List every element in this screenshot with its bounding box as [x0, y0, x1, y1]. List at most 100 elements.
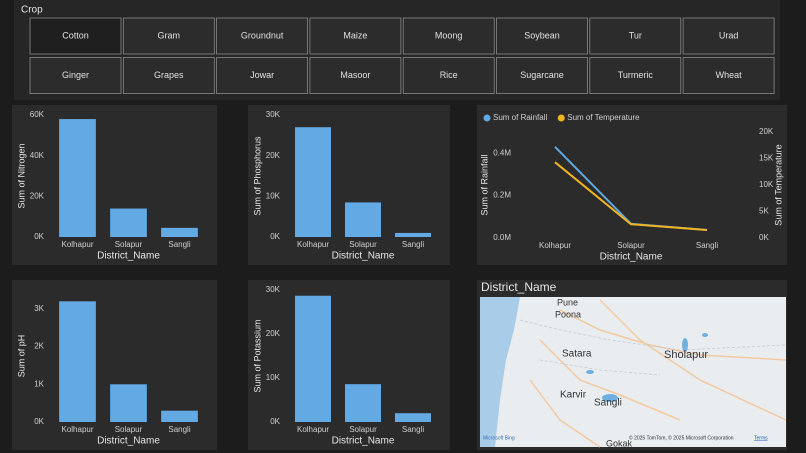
bar: [59, 301, 96, 422]
y-tick-label: 10K: [266, 373, 281, 382]
slicer-button-label[interactable]: Moong: [435, 30, 463, 40]
y-tick-label: 10K: [266, 191, 281, 200]
lake: [702, 333, 708, 337]
y-tick-label: 2K: [34, 342, 44, 351]
y-tick-label: 20K: [30, 191, 45, 200]
borders: [519, 319, 787, 376]
slicer-button-label[interactable]: Cotton: [62, 30, 89, 40]
slicer-button-label[interactable]: Tur: [629, 30, 642, 40]
slicer-button-label[interactable]: Masoor: [340, 70, 370, 80]
map-area: [480, 297, 786, 447]
slicer-button[interactable]: [122, 17, 215, 55]
slicer-button[interactable]: [29, 17, 122, 55]
x-axis-title: District_Name: [600, 252, 663, 263]
slicer-button[interactable]: [402, 57, 495, 94]
y-tick-label: 0.4M: [493, 148, 511, 157]
slicer-button-label[interactable]: Grapes: [154, 70, 184, 80]
y-tick-label: 30K: [266, 110, 281, 119]
x-axis-title: District_Name: [97, 251, 160, 262]
slicer-button[interactable]: [216, 57, 309, 94]
slicer-button-label[interactable]: Urad: [719, 30, 739, 40]
map-panel: District_Name Pune Poona Satara Sholapur…: [477, 280, 787, 450]
slicer-button[interactable]: [309, 17, 402, 55]
slicer-button[interactable]: [122, 57, 215, 94]
y2-tick-label: 15K: [759, 154, 774, 163]
legend-label: Sum of Temperature: [567, 113, 640, 122]
y-tick-label: 30K: [266, 285, 281, 294]
bar: [295, 295, 331, 422]
legend-label: Sum of Rainfall: [493, 113, 547, 122]
chart-panel: [477, 105, 787, 265]
slicer-buttons: Cotton Gram Groundnut Maize Moong Soybean Tur U…: [29, 17, 775, 94]
bar: [110, 384, 147, 422]
x-tick-label: Solapur: [349, 240, 377, 249]
chart-panel: [248, 105, 450, 265]
y-tick-label: 0.0M: [493, 233, 511, 242]
y-axis-title: Sum of Phosphorus: [252, 136, 262, 216]
slicer-button[interactable]: [496, 57, 588, 94]
y-tick-label: 1K: [34, 379, 44, 388]
slicer-button[interactable]: [589, 17, 682, 55]
bar: [161, 227, 198, 237]
y-tick-label: 0K: [34, 232, 44, 241]
place-label: Pune: [557, 297, 578, 307]
x-tick-label: Sangli: [402, 240, 424, 249]
y2-tick-label: 5K: [759, 207, 769, 216]
slicer-button-label[interactable]: Groundnut: [241, 30, 284, 40]
bar: [395, 232, 431, 237]
legend-marker: [557, 114, 565, 122]
y-axis-title: Sum of Nitrogen: [16, 143, 26, 208]
slicer-button-label[interactable]: Wheat: [716, 70, 743, 80]
slicer-button-label[interactable]: Gram: [158, 30, 181, 40]
sea: [480, 297, 520, 447]
y-tick-label: 0.2M: [493, 191, 511, 200]
x-tick-label: Solapur: [349, 425, 377, 434]
slicer-button[interactable]: [216, 17, 309, 55]
slicer-button-label[interactable]: Turmeric: [618, 70, 654, 80]
legend-marker: [483, 114, 491, 122]
lake: [682, 338, 688, 352]
map-attribution: © 2025 TomTom, © 2025 Microsoft Corporat…: [629, 434, 734, 441]
lake: [602, 394, 618, 402]
slicer-button[interactable]: [29, 57, 122, 94]
slicer-button-label[interactable]: Soybean: [524, 30, 560, 40]
x-tick-label: Sangli: [168, 240, 190, 249]
slicer-button[interactable]: [309, 57, 402, 94]
place-label: Poona: [555, 309, 581, 319]
bar: [295, 127, 331, 237]
slicer-button[interactable]: [682, 17, 775, 55]
map-terms[interactable]: Terms: [754, 435, 768, 441]
bar: [59, 119, 96, 237]
x-axis-title: District_Name: [332, 436, 395, 447]
slicer-button-label[interactable]: Ginger: [62, 70, 89, 80]
map-provider: Microsoft Bing: [483, 435, 515, 441]
slicer-button-label[interactable]: Sugarcane: [520, 70, 564, 80]
x-tick-label: Kolhapur: [61, 240, 93, 249]
bar: [161, 410, 198, 422]
bar: [395, 413, 431, 422]
x-axis-title: District_Name: [332, 251, 395, 262]
slicer-button[interactable]: [682, 57, 775, 94]
y-tick-label: 20K: [266, 329, 281, 338]
x-axis-title: District_Name: [97, 436, 160, 447]
x-tick-label: Kolhapur: [297, 240, 329, 249]
x-tick-label: Solapur: [115, 240, 143, 249]
place-label: Gokak: [606, 438, 633, 448]
bar: [345, 202, 381, 237]
y2-tick-label: 0K: [759, 233, 769, 242]
bar: [110, 208, 147, 237]
x-tick-label: Kolhapur: [297, 425, 329, 434]
y-tick-label: 0K: [270, 232, 280, 241]
slicer-button-label[interactable]: Rice: [440, 70, 458, 80]
slicer-button-label[interactable]: Jowar: [250, 70, 274, 80]
slicer-button-label[interactable]: Maize: [343, 30, 367, 40]
x-tick-label: Kolhapur: [61, 425, 93, 434]
roads: [529, 299, 787, 448]
slicer-button[interactable]: [402, 17, 495, 55]
slicer-button[interactable]: [589, 57, 682, 94]
place-label: Sangli: [594, 398, 622, 409]
y2-tick-label: 10K: [759, 180, 774, 189]
x-tick-label: Solapur: [115, 425, 143, 434]
slicer-button[interactable]: [496, 17, 588, 55]
